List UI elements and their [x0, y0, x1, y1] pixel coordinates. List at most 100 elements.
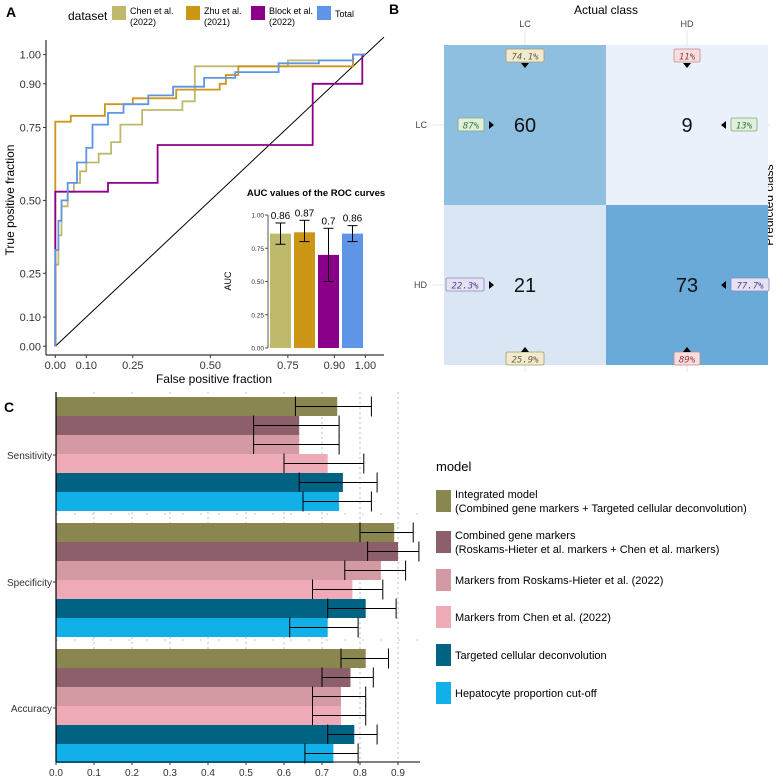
roc-legend-key — [186, 6, 200, 20]
roc-legend-title: dataset — [68, 9, 108, 23]
cm-top-label: 11% — [679, 53, 696, 63]
metrics-bar — [56, 416, 300, 435]
cm-right-label-box — [730, 277, 770, 292]
roc-y-tick-label: 1.00 — [20, 50, 41, 62]
cm-top-label: 74.1% — [511, 53, 539, 63]
metrics-bar — [56, 397, 338, 416]
inset-bar — [318, 254, 339, 348]
metrics-legend-key — [436, 682, 451, 704]
cm-top-label-box — [505, 48, 545, 63]
metrics-legend-label: Targeted cellular deconvolution — [455, 650, 607, 662]
cm-right-arrow — [489, 281, 494, 289]
inset-y-tick-label: 0.25 — [251, 312, 264, 319]
inset-value-label: 0.86 — [271, 211, 291, 222]
cm-left-arrow — [721, 121, 726, 129]
metrics-bar — [56, 725, 355, 744]
metrics-x-tick-label: 0.7 — [315, 768, 329, 779]
metrics-legend-label: (Combined gene markers + Targeted cellul… — [455, 503, 747, 515]
cm-title: Actual class — [574, 3, 638, 17]
cm-cell-value: 21 — [514, 275, 536, 297]
metrics-x-tick-label: 0.0 — [49, 768, 63, 779]
inset-bar — [342, 233, 363, 348]
roc-curve — [54, 53, 366, 347]
cm-cell-value: 73 — [676, 275, 698, 297]
roc-y-tick-label: 0.90 — [20, 79, 41, 91]
metrics-x-tick-label: 0.3 — [163, 768, 177, 779]
metrics-x-tick-label: 0.8 — [353, 768, 367, 779]
metrics-x-tick-label: 0.2 — [125, 768, 139, 779]
roc-diagonal — [54, 36, 385, 347]
panel-c-letter: C — [4, 399, 14, 415]
metrics-bar — [56, 561, 381, 580]
inset-title: AUC values of the ROC curves — [247, 188, 385, 199]
roc-legend-label: Chen et al. — [130, 6, 174, 16]
cm-row-label: LC — [415, 120, 427, 130]
cm-right-label: 77.7% — [736, 282, 764, 292]
roc-x-tick-label: 0.90 — [324, 360, 345, 372]
metrics-bar — [56, 618, 328, 637]
cm-left-arrow — [721, 281, 726, 289]
metrics-legend-key — [436, 606, 451, 628]
cm-row-label: HD — [414, 280, 427, 290]
metrics-bar — [56, 523, 395, 542]
cm-up-arrow — [521, 347, 529, 352]
roc-y-tick-label: 0.50 — [20, 195, 41, 207]
inset-ylabel: AUC — [223, 271, 233, 291]
roc-legend-label: (2021) — [204, 17, 230, 27]
metrics-bar — [56, 492, 340, 511]
cm-left-label: 87% — [463, 122, 480, 132]
metrics-legend-label: (Roskams-Hieter et al. markers + Chen et… — [455, 544, 719, 556]
metrics-bar — [56, 599, 366, 618]
cm-cell-value: 9 — [681, 115, 692, 137]
roc-curve — [54, 53, 366, 347]
metrics-bar — [56, 580, 353, 599]
cm-bottom-label: 25.9% — [511, 356, 539, 366]
metrics-x-tick-label: 0.4 — [201, 768, 215, 779]
metrics-category-label: Accuracy — [11, 704, 52, 715]
metrics-bar — [56, 687, 341, 706]
metrics-legend-key — [436, 644, 451, 666]
metrics-legend-key — [436, 531, 451, 553]
roc-y-tick-label: 0.25 — [20, 268, 41, 280]
metrics-x-tick-label: 0.1 — [87, 768, 101, 779]
roc-legend-label: Block et al. — [269, 6, 313, 16]
roc-ylabel: True positive fraction — [3, 145, 17, 256]
roc-legend-label: (2022) — [130, 17, 156, 27]
inset-y-tick-label: 1.00 — [251, 213, 264, 220]
metrics-x-tick-label: 0.5 — [239, 768, 253, 779]
metrics-legend-key — [436, 569, 451, 591]
metrics-bar — [56, 744, 334, 763]
metrics-legend-label: Combined gene markers — [455, 530, 576, 542]
metrics-bar — [56, 649, 366, 668]
cm-cell-value: 60 — [514, 115, 536, 137]
inset-value-label: 0.86 — [343, 214, 363, 225]
roc-x-tick-label: 0.00 — [45, 360, 66, 372]
cm-down-arrow — [683, 63, 691, 68]
roc-legend-label: Total — [335, 9, 354, 19]
roc-legend-key — [112, 6, 126, 20]
cm-down-arrow — [521, 63, 529, 68]
cm-left-label: 22.3% — [451, 282, 479, 292]
metrics-bar — [56, 706, 341, 725]
inset-value-label: 0.87 — [295, 208, 315, 219]
inset-y-tick-label: 0.50 — [251, 279, 264, 286]
roc-x-tick-label: 0.10 — [76, 360, 97, 372]
roc-y-tick-label: 0.75 — [20, 123, 41, 135]
cm-left-label-box — [457, 117, 485, 132]
metrics-bar — [56, 473, 343, 492]
cm-right-label-box — [730, 117, 758, 132]
cm-bottom-label: 89% — [679, 356, 696, 366]
cm-up-arrow — [683, 347, 691, 352]
cm-right-label: 13% — [736, 122, 753, 132]
roc-y-tick-label: 0.10 — [20, 312, 41, 324]
cm-col-label: HD — [681, 19, 694, 29]
inset-value-label: 0.7 — [322, 216, 336, 227]
panel-a-letter: A — [6, 4, 16, 20]
roc-curve — [54, 53, 366, 347]
metrics-x-tick-label: 0.9 — [391, 768, 405, 779]
inset-y-tick-label: 0.75 — [251, 246, 264, 253]
roc-legend-key — [317, 6, 331, 20]
roc-x-tick-label: 1.00 — [355, 360, 376, 372]
roc-x-tick-label: 0.50 — [200, 360, 221, 372]
